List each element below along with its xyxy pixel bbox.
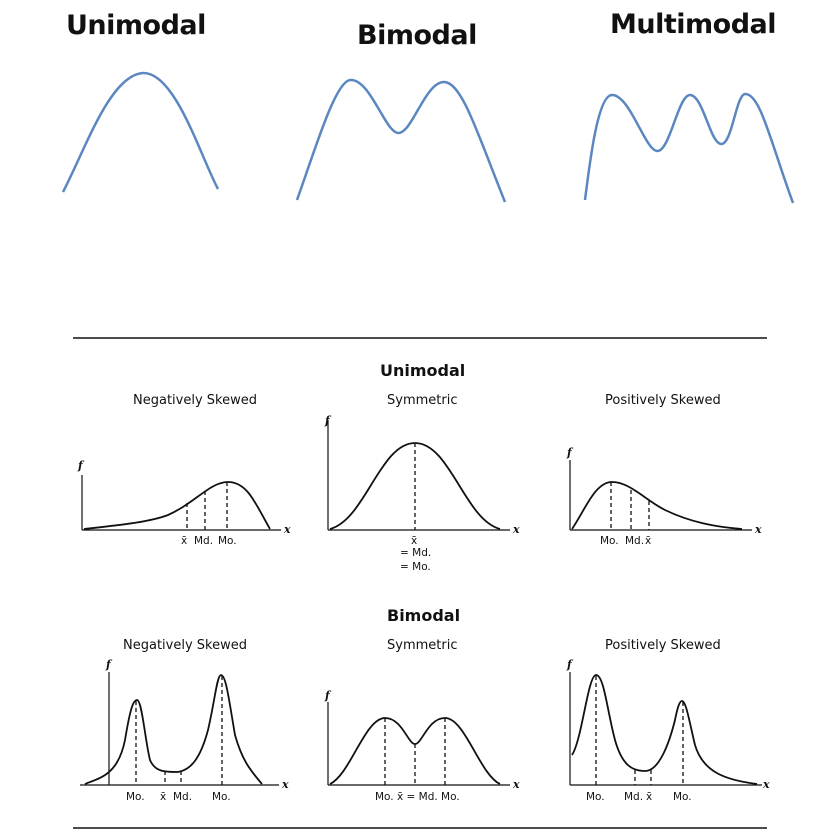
label-median: Md. [194,535,213,547]
panel-title-uni-neg: Negatively Skewed [133,393,257,408]
label-mode: Mo. [600,535,619,547]
panel-bi-neg: f x Mo. x̄ Md. Mo. [80,658,289,803]
x-axis-label: x [283,523,291,536]
panel-title-uni-pos: Positively Skewed [605,393,721,408]
panel-title-bi-pos: Positively Skewed [605,638,721,653]
y-axis-label: f [77,459,85,472]
title-multimodal: Multimodal [610,9,777,40]
y-axis-label: f [105,658,113,671]
label-mode-2: Mo. [212,791,231,803]
x-axis-label: x [754,523,762,536]
section-title-bimodal: Bimodal [387,606,461,625]
section-title-unimodal: Unimodal [380,361,466,380]
label-mode-1: Mo. [126,791,145,803]
panel-uni-sym: f x x̄ = Md. = Mo. [324,414,520,573]
panel-uni-neg: f x x̄ Md. Mo. [77,459,291,547]
bimodal-curve [295,78,507,203]
title-bimodal: Bimodal [357,20,477,51]
panel-title-uni-sym: Symmetric [387,393,458,408]
label-mean: x̄ [411,535,417,547]
label-mean: x̄ [181,535,187,547]
panel-bi-pos: f x Mo. Md. x̄ Mo. [566,658,770,803]
panel-title-bi-sym: Symmetric [387,638,458,653]
label-median: Md. [624,791,643,803]
panel-title-bi-neg: Negatively Skewed [123,638,247,653]
label-mode-mean-median: Mo. x̄ = Md. Mo. [375,791,460,803]
panel-uni-pos: f x Mo. Md. x̄ [566,446,762,547]
label-mean: x̄ [160,791,166,803]
label-median: Md. [625,535,644,547]
x-axis-label: x [762,778,770,791]
x-axis-label: x [281,778,289,791]
title-unimodal: Unimodal [66,10,206,41]
label-mode: = Mo. [400,561,431,573]
label-median: = Md. [400,547,431,559]
x-axis-label: x [512,778,520,791]
label-mode-1: Mo. [586,791,605,803]
label-median: Md. [173,791,192,803]
unimodal-curve [61,71,220,193]
label-mode-2: Mo. [673,791,692,803]
x-axis-label: x [512,523,520,536]
label-mean: x̄ [645,535,651,547]
label-mean: x̄ [646,791,652,803]
label-mode: Mo. [218,535,237,547]
y-axis-label: f [566,658,574,671]
panel-bi-sym: f x Mo. x̄ = Md. Mo. [324,689,520,803]
y-axis-label: f [324,414,332,427]
y-axis-label: f [566,446,574,459]
y-axis-label: f [324,689,332,702]
multimodal-curve [583,92,795,204]
